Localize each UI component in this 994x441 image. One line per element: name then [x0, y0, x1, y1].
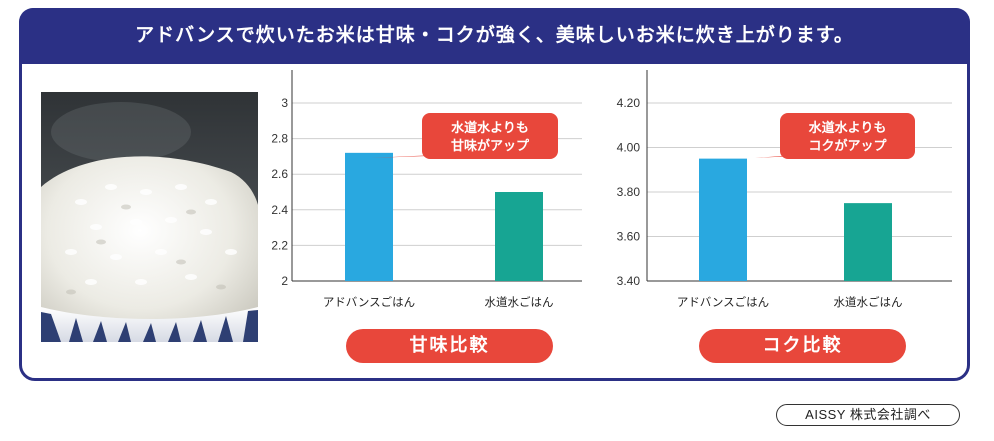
y-tick-label: 4.20 [617, 96, 641, 110]
bar [345, 152, 393, 281]
y-tick-label: 3.80 [617, 185, 641, 199]
rice-bowl-illustration [41, 92, 258, 342]
x-tick-label: 水道水ごはん [834, 295, 903, 309]
callout-text: 水道水よりも [451, 120, 529, 136]
callout-text: コクがアップ [808, 138, 887, 154]
y-tick-label: 3.60 [617, 230, 641, 244]
sweetness-comparison-label: 甘味比較 [346, 329, 553, 363]
y-tick-label: 2.4 [271, 203, 288, 217]
y-tick-label: 2.2 [271, 238, 288, 252]
bar [495, 192, 543, 281]
source-credit: AISSY 株式会社調べ [776, 404, 960, 426]
y-tick-label: 3.40 [617, 274, 641, 288]
callout-text: 水道水よりも [809, 120, 887, 136]
y-tick-label: 2.8 [271, 132, 288, 146]
x-tick-label: アドバンスごはん [323, 295, 415, 309]
y-tick-label: 3 [281, 96, 288, 110]
callout-box [780, 113, 915, 159]
rice-bowl-photo [41, 92, 258, 342]
bar [844, 203, 892, 281]
y-tick-label: 2 [281, 274, 288, 288]
callout-text: 甘味がアップ [451, 138, 530, 154]
bar [699, 158, 747, 281]
x-tick-label: 水道水ごはん [485, 295, 554, 309]
x-tick-label: アドバンスごはん [677, 295, 769, 309]
y-tick-label: 2.6 [271, 167, 288, 181]
callout-box [422, 113, 558, 159]
richness-comparison-label: コク比較 [699, 329, 906, 363]
y-tick-label: 4.00 [617, 141, 641, 155]
headline-banner: アドバンスで炊いたお米は甘味・コクが強く、美味しいお米に炊き上がります。 [19, 8, 970, 64]
